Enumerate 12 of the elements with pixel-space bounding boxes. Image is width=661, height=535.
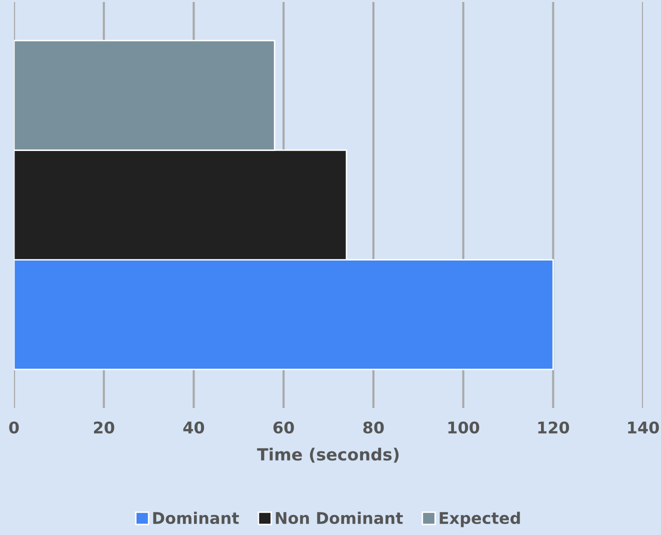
x-axis-title: Time (seconds) (257, 448, 399, 463)
x-tick-label: 60 (273, 421, 294, 434)
x-tick-label: 80 (363, 421, 384, 434)
x-tick-label: 140 (628, 421, 659, 434)
x-tick-label: 0 (9, 421, 19, 434)
legend-label: Dominant (153, 512, 239, 524)
legend-label: Expected (440, 512, 520, 528)
legend-label: Non Dominant (276, 512, 403, 524)
x-tick-label: 20 (94, 421, 114, 434)
x-tick-label: 120 (538, 421, 570, 434)
x-tick-label: 40 (183, 421, 204, 434)
x-tick-label: 100 (448, 421, 480, 434)
